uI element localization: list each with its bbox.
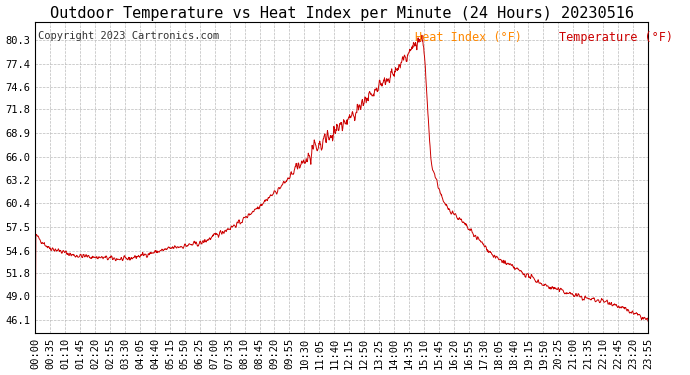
Text: Heat Index (°F): Heat Index (°F): [415, 31, 522, 44]
Title: Outdoor Temperature vs Heat Index per Minute (24 Hours) 20230516: Outdoor Temperature vs Heat Index per Mi…: [50, 6, 633, 21]
Text: Temperature (°F): Temperature (°F): [559, 31, 673, 44]
Text: Copyright 2023 Cartronics.com: Copyright 2023 Cartronics.com: [39, 31, 219, 41]
